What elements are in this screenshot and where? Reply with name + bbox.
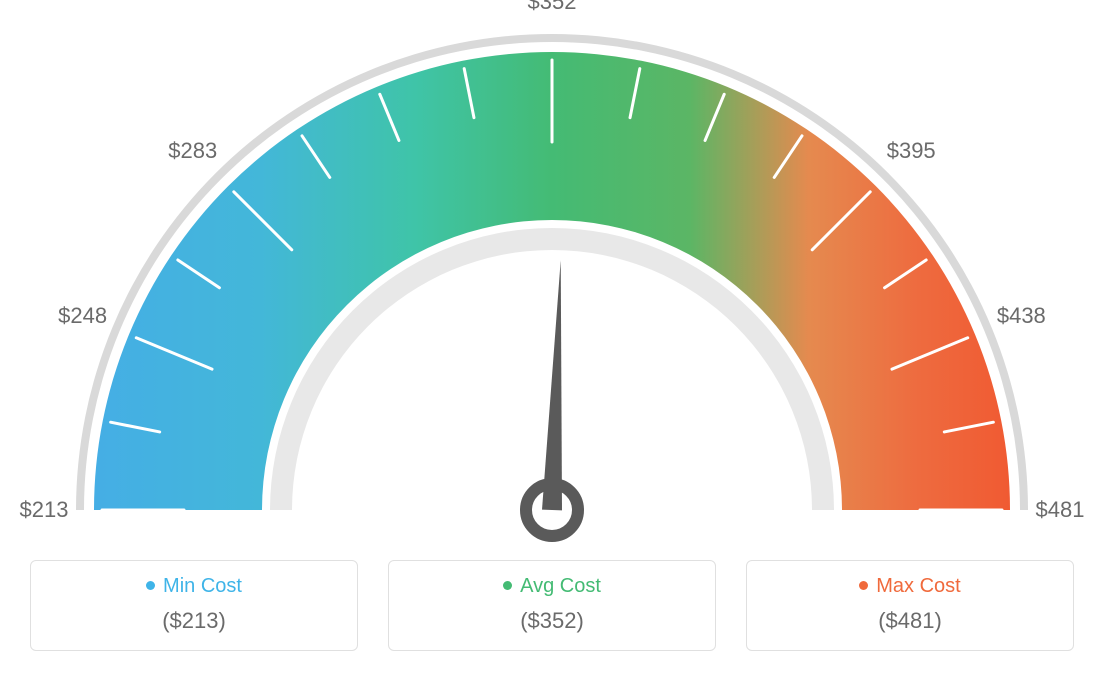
gauge-tick-label: $283 xyxy=(168,138,217,164)
gauge-svg xyxy=(0,0,1104,560)
gauge-tick-label: $352 xyxy=(528,0,577,15)
legend-card-min: Min Cost ($213) xyxy=(30,560,358,651)
legend-row: Min Cost ($213) Avg Cost ($352) Max Cost… xyxy=(0,560,1104,671)
legend-card-avg: Avg Cost ($352) xyxy=(388,560,716,651)
legend-title-avg: Avg Cost xyxy=(399,575,705,598)
legend-title-max: Max Cost xyxy=(757,575,1063,598)
gauge-tick-label: $438 xyxy=(997,303,1046,329)
dot-icon xyxy=(503,581,512,590)
legend-label: Avg Cost xyxy=(520,575,601,597)
legend-card-max: Max Cost ($481) xyxy=(746,560,1074,651)
legend-label: Min Cost xyxy=(163,575,242,597)
gauge-tick-label: $248 xyxy=(58,303,107,329)
legend-value-min: ($213) xyxy=(41,608,347,634)
gauge-tick-label: $395 xyxy=(887,138,936,164)
legend-value-avg: ($352) xyxy=(399,608,705,634)
legend-title-min: Min Cost xyxy=(41,575,347,598)
legend-label: Max Cost xyxy=(876,575,960,597)
dot-icon xyxy=(859,581,868,590)
legend-value-max: ($481) xyxy=(757,608,1063,634)
gauge-tick-label: $213 xyxy=(20,497,69,523)
gauge-tick-label: $481 xyxy=(1036,497,1085,523)
dot-icon xyxy=(146,581,155,590)
gauge-chart: $213 $248 $283 $352 $395 $438 $481 xyxy=(0,0,1104,560)
